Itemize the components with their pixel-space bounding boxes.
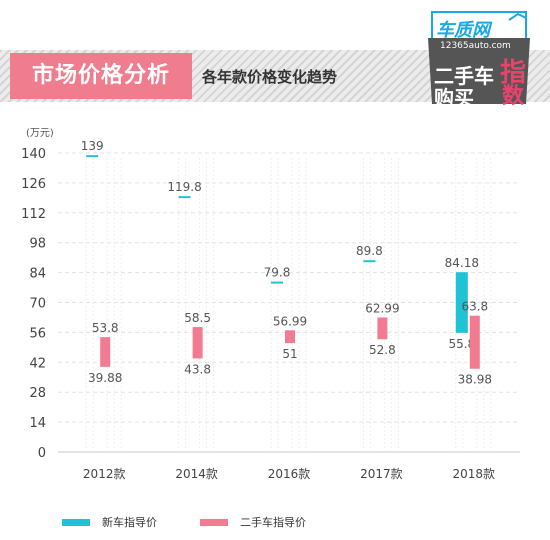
y-tick-label: 70 [29,297,46,312]
new-car-price-marker [363,260,376,263]
used-car-price-bar [469,315,480,369]
used-car-high-label: 56.99 [273,314,307,328]
y-axis-unit-label: (万元) [26,128,54,139]
x-tick-label: 2017款 [360,467,403,481]
new-car-high-label: 89.8 [356,244,383,258]
brand-logo: 车质网 12365auto.com 二手车 购买 指 数 [414,4,544,110]
y-tick-label: 14 [29,416,46,431]
new-car-high-label: 79.8 [264,266,291,280]
y-tick-label: 0 [38,446,46,461]
y-tick-label: 28 [29,386,46,401]
used-car-high-label: 58.5 [184,311,211,325]
logo-badge-shape [428,11,530,104]
used-car-high-label: 62.99 [365,301,399,315]
legend-new-car-label: 新车指导价 [102,516,157,529]
legend-used-car-label: 二手车指导价 [240,516,306,529]
x-tick-label: 2018款 [453,467,496,481]
used-car-price-bar [285,330,295,344]
logo-accent1: 指 [500,58,527,88]
used-car-high-label: 63.8 [461,300,488,314]
new-car-price-marker [178,196,191,199]
logo-brand: 车质网 [436,20,490,41]
new-car-low-label: 55.8 [448,337,475,351]
y-tick-label: 112 [21,207,46,222]
used-car-low-label: 43.8 [184,362,211,376]
legend-used-car-swatch [200,519,228,526]
new-car-price-bar [455,272,468,333]
logo-line2: 购买 [434,86,474,110]
logo-url: 12365auto.com [440,41,511,51]
new-car-price-marker [271,281,283,284]
used-car-price-bar [100,337,111,367]
page-subtitle: 各年款价格变化趋势 [202,68,338,86]
legend-new-car-swatch [62,519,90,526]
used-car-high-label: 53.8 [92,321,119,335]
new-car-high-label: 84.18 [445,256,479,270]
y-tick-label: 140 [21,147,46,162]
x-tick-label: 2012款 [83,467,126,481]
y-tick-label: 98 [29,237,46,252]
y-tick-label: 126 [21,177,46,192]
logo-accent2: 数 [502,84,525,109]
new-car-high-label: 139 [81,139,104,153]
used-car-price-bar [192,327,203,359]
used-car-low-label: 52.8 [369,343,396,357]
used-car-low-label: 51 [282,347,297,361]
y-tick-label: 56 [29,326,46,341]
y-tick-label: 42 [29,356,46,371]
new-car-price-marker [86,155,99,158]
page-title: 市场价格分析 [10,53,192,99]
new-car-high-label: 119.8 [167,180,201,194]
y-tick-label: 84 [29,267,46,282]
logo-line1: 二手车 [434,64,494,88]
used-car-low-label: 39.88 [88,371,122,385]
x-tick-label: 2016款 [268,467,311,481]
x-tick-label: 2014款 [175,467,218,481]
used-car-price-bar [377,317,388,340]
used-car-low-label: 38.98 [458,373,492,387]
